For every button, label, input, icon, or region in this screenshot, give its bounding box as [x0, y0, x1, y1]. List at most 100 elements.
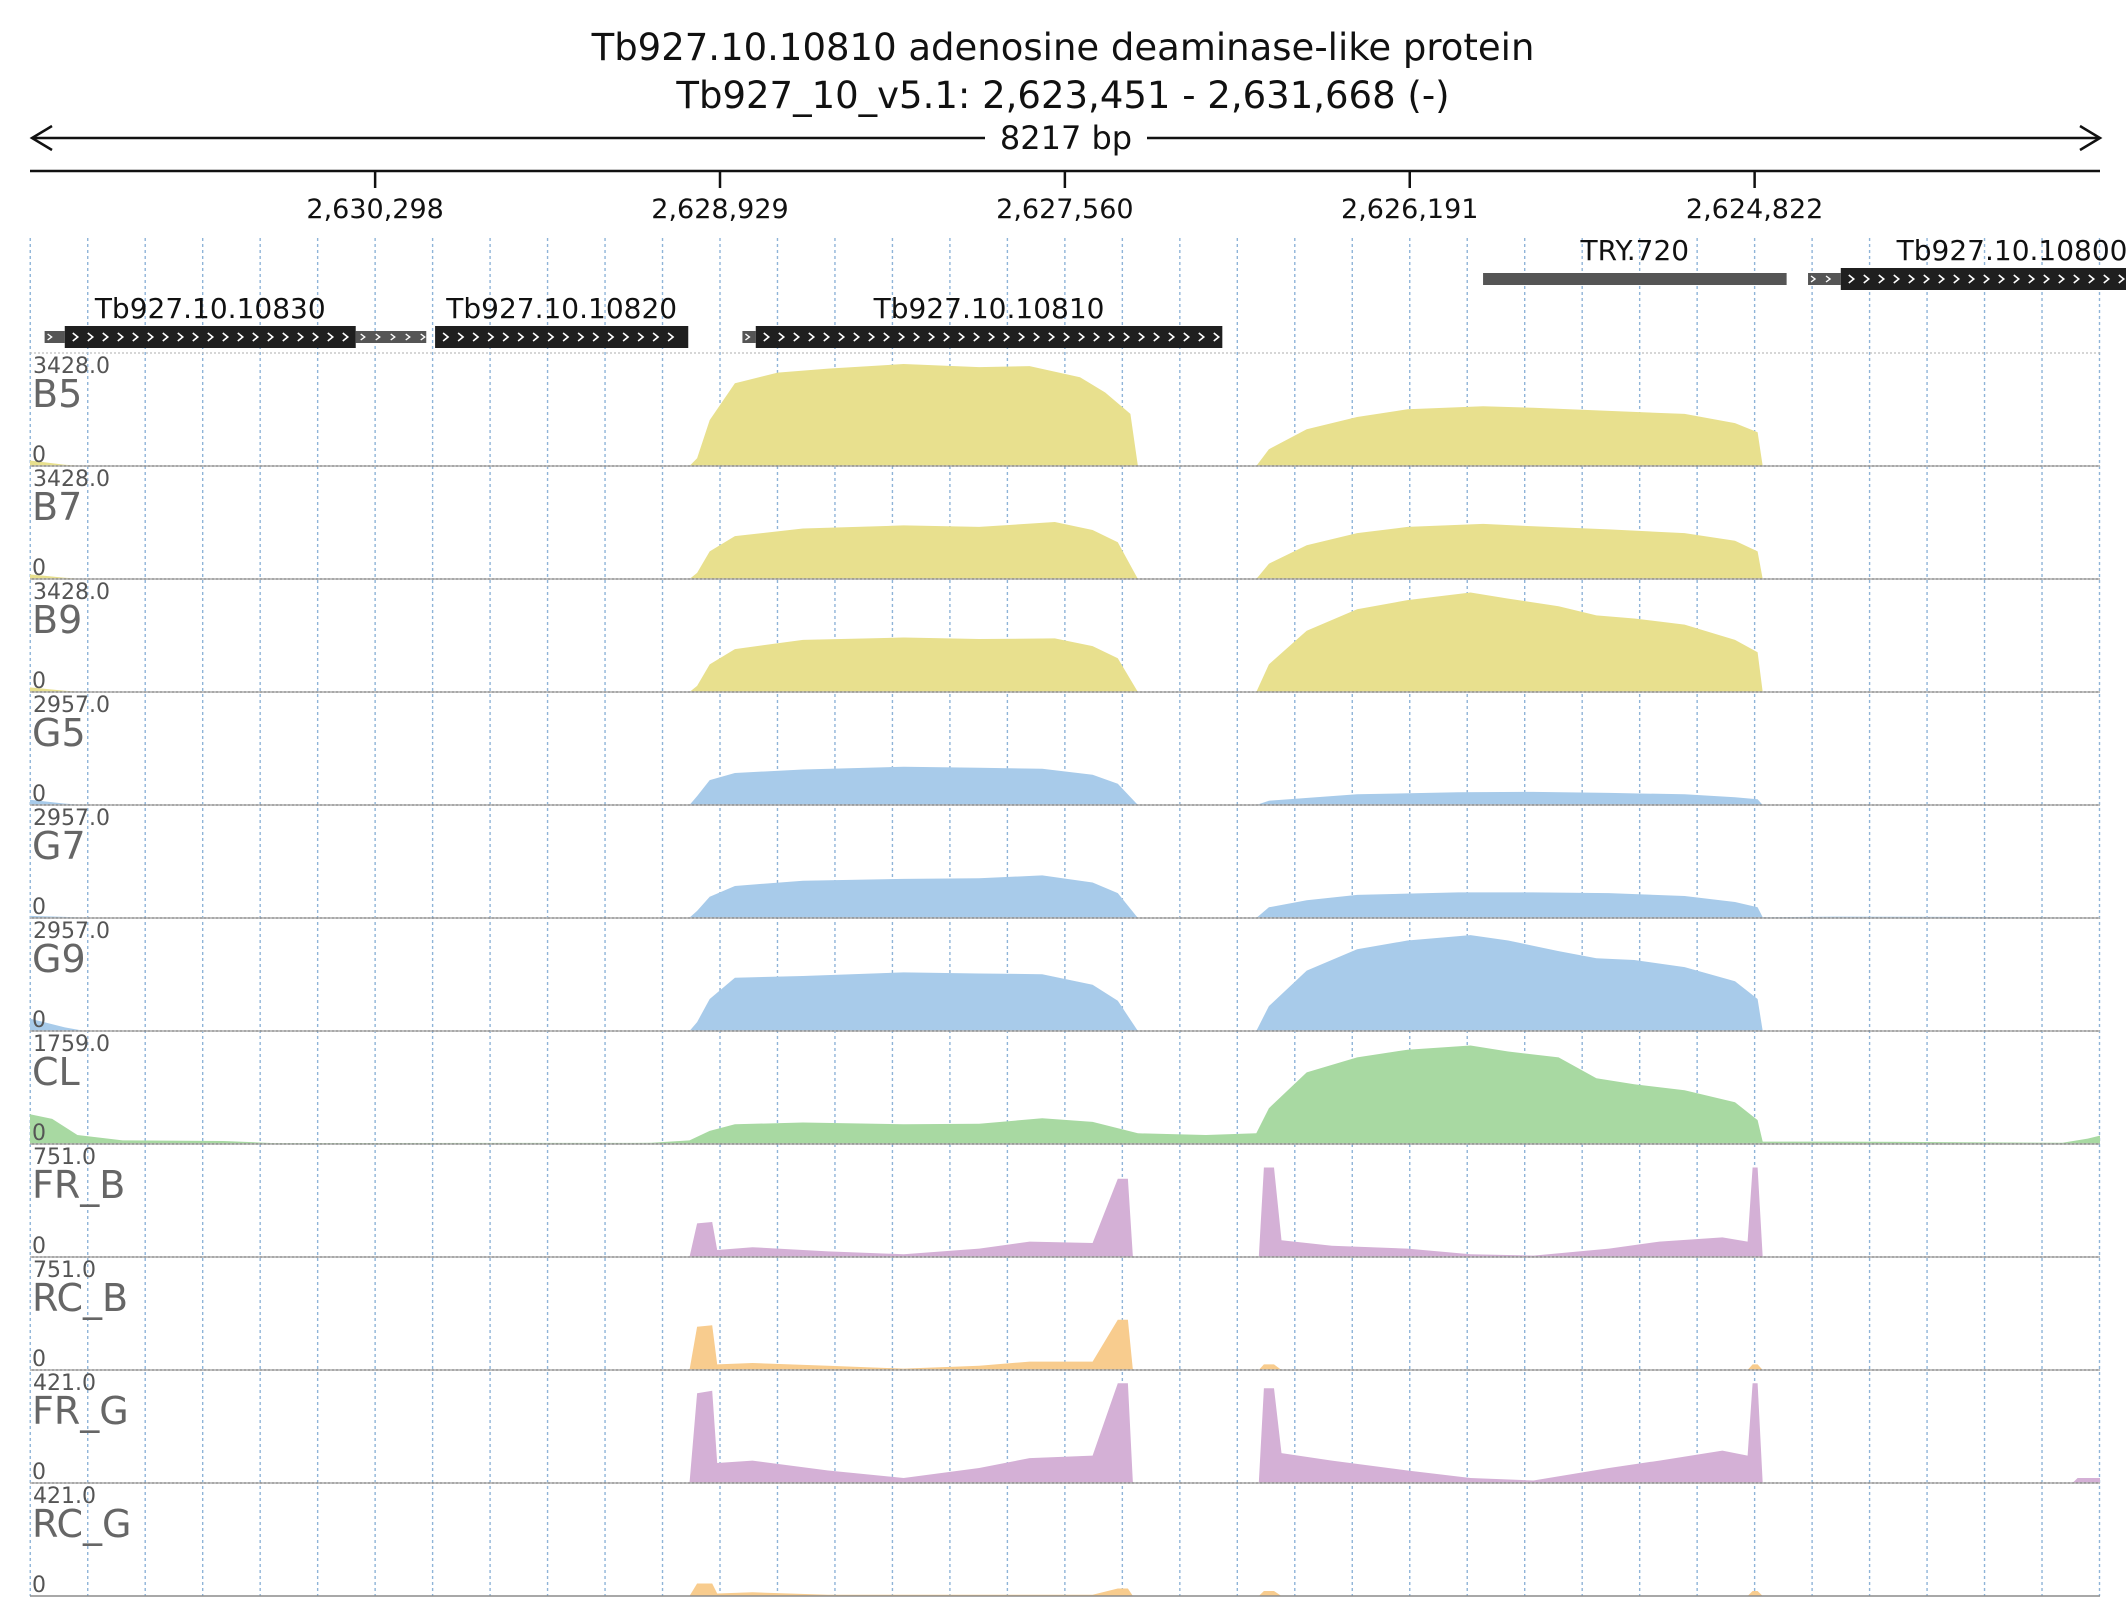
gene-utr [44, 331, 65, 343]
gene-feature: Tb927.10.10810 [742, 292, 1223, 348]
strand-arrow [1048, 332, 1056, 342]
strand-arrow [793, 332, 801, 342]
strand-arrow [222, 332, 230, 342]
strand-arrow [1810, 275, 1817, 283]
strand-arrow [1213, 332, 1221, 342]
strand-arrow [2028, 274, 2036, 284]
strand-arrow [1968, 274, 1976, 284]
gene-cds [435, 326, 689, 348]
strand-arrow [2103, 274, 2111, 284]
strand-arrow [1018, 332, 1026, 342]
strand-arrow [943, 332, 951, 342]
strand-arrow [763, 332, 771, 342]
strand-arrow [1183, 332, 1191, 342]
track-max-label: 2957.0 [33, 806, 110, 831]
strand-arrow [1093, 332, 1101, 342]
strand-arrow [1908, 274, 1916, 284]
strand-arrow [147, 332, 155, 342]
strand-arrow [928, 332, 936, 342]
track-name: RC_B [32, 1276, 128, 1320]
strand-arrow [192, 332, 200, 342]
span-arrow-right [2079, 124, 2103, 152]
gene-label: TRY.720 [1580, 234, 1690, 267]
strand-arrow [457, 332, 465, 342]
strand-arrow [360, 333, 366, 341]
gene-cds [755, 326, 1223, 348]
gene-label: Tb927.10.10810 [873, 292, 1105, 325]
track-name: B9 [32, 598, 82, 642]
coverage-area [30, 875, 2100, 918]
strand-arrow [87, 332, 95, 342]
strand-arrow [327, 332, 335, 342]
strand-arrow [838, 332, 846, 342]
track-name: B5 [32, 372, 82, 416]
strand-arrow [808, 332, 816, 342]
track-name: FR_G [32, 1389, 129, 1433]
track-max-label: 3428.0 [33, 467, 110, 492]
strand-arrow [1198, 332, 1206, 342]
strand-arrow [72, 332, 80, 342]
span-indicator: 8217 bp [29, 119, 2103, 157]
strand-arrow [47, 333, 53, 341]
strand-arrow [517, 332, 525, 342]
ruler-tick-label: 2,624,822 [1686, 194, 1823, 225]
track-max-label: 2957.0 [33, 693, 110, 718]
coverage-area [30, 592, 2100, 692]
gene-utr [1808, 273, 1841, 285]
gene-bar [1483, 273, 1787, 285]
strand-arrow [778, 332, 786, 342]
strand-arrow [622, 332, 630, 342]
strand-arrow [547, 332, 555, 342]
chart-title: Tb927.10.10810 adenosine deaminase-like … [591, 26, 1535, 69]
strand-arrow [102, 332, 110, 342]
strand-arrow [442, 332, 450, 342]
strand-arrow [342, 332, 350, 342]
strand-arrow [1168, 332, 1176, 342]
track-name: B7 [32, 485, 82, 529]
strand-arrow [252, 332, 260, 342]
track-max-label: 3428.0 [33, 354, 110, 379]
coordinate-ruler: 2,630,298 2,628,929 2,627,560 2,626,191 2,62… [30, 169, 2100, 225]
gene-label: Tb927.10.10820 [445, 292, 677, 325]
gene-feature: Tb927.10.10830 [44, 292, 427, 348]
strand-arrow [267, 332, 275, 342]
track-zero-label: 0 [32, 1234, 46, 1259]
strand-arrow [592, 332, 600, 342]
strand-arrow [745, 333, 751, 341]
strand-arrow [405, 333, 411, 341]
strand-arrow [1998, 274, 2006, 284]
track-max-label: 2957.0 [33, 919, 110, 944]
strand-arrow [1153, 332, 1161, 342]
strand-arrow [1983, 274, 1991, 284]
strand-arrow [420, 333, 426, 341]
strand-arrow [2073, 274, 2081, 284]
strand-arrow [312, 332, 320, 342]
strand-arrow [2043, 274, 2051, 284]
ruler-tick-label: 2,627,560 [996, 194, 1133, 225]
gene-feature: Tb927.10.10800 [1808, 234, 2126, 290]
strand-arrow [913, 332, 921, 342]
coverage-area [30, 935, 2100, 1031]
track-max-label: 1759.0 [33, 1032, 110, 1057]
track-zero-label: 0 [32, 1460, 46, 1485]
track-zero-label: 0 [32, 1008, 46, 1033]
span-label: 8217 bp [1000, 119, 1132, 157]
strand-arrow [562, 332, 570, 342]
gene-cds [1840, 268, 2126, 290]
strand-arrow [117, 332, 125, 342]
strand-arrow [1923, 274, 1931, 284]
track-zero-label: 0 [32, 556, 46, 581]
strand-arrow [1878, 274, 1886, 284]
strand-arrow [2118, 274, 2126, 284]
track-max-label: 421.0 [33, 1371, 96, 1396]
strand-arrow [958, 332, 966, 342]
coverage-area [30, 364, 2100, 466]
strand-arrow [988, 332, 996, 342]
track-fr-b: 751.0FR_B 0 [30, 1143, 2100, 1259]
track-b7: 3428.0B7 0 [30, 465, 2100, 581]
strand-arrow [637, 332, 645, 342]
strand-arrow [1003, 332, 1011, 342]
span-arrow-left [29, 124, 53, 152]
track-max-label: 751.0 [33, 1258, 96, 1283]
